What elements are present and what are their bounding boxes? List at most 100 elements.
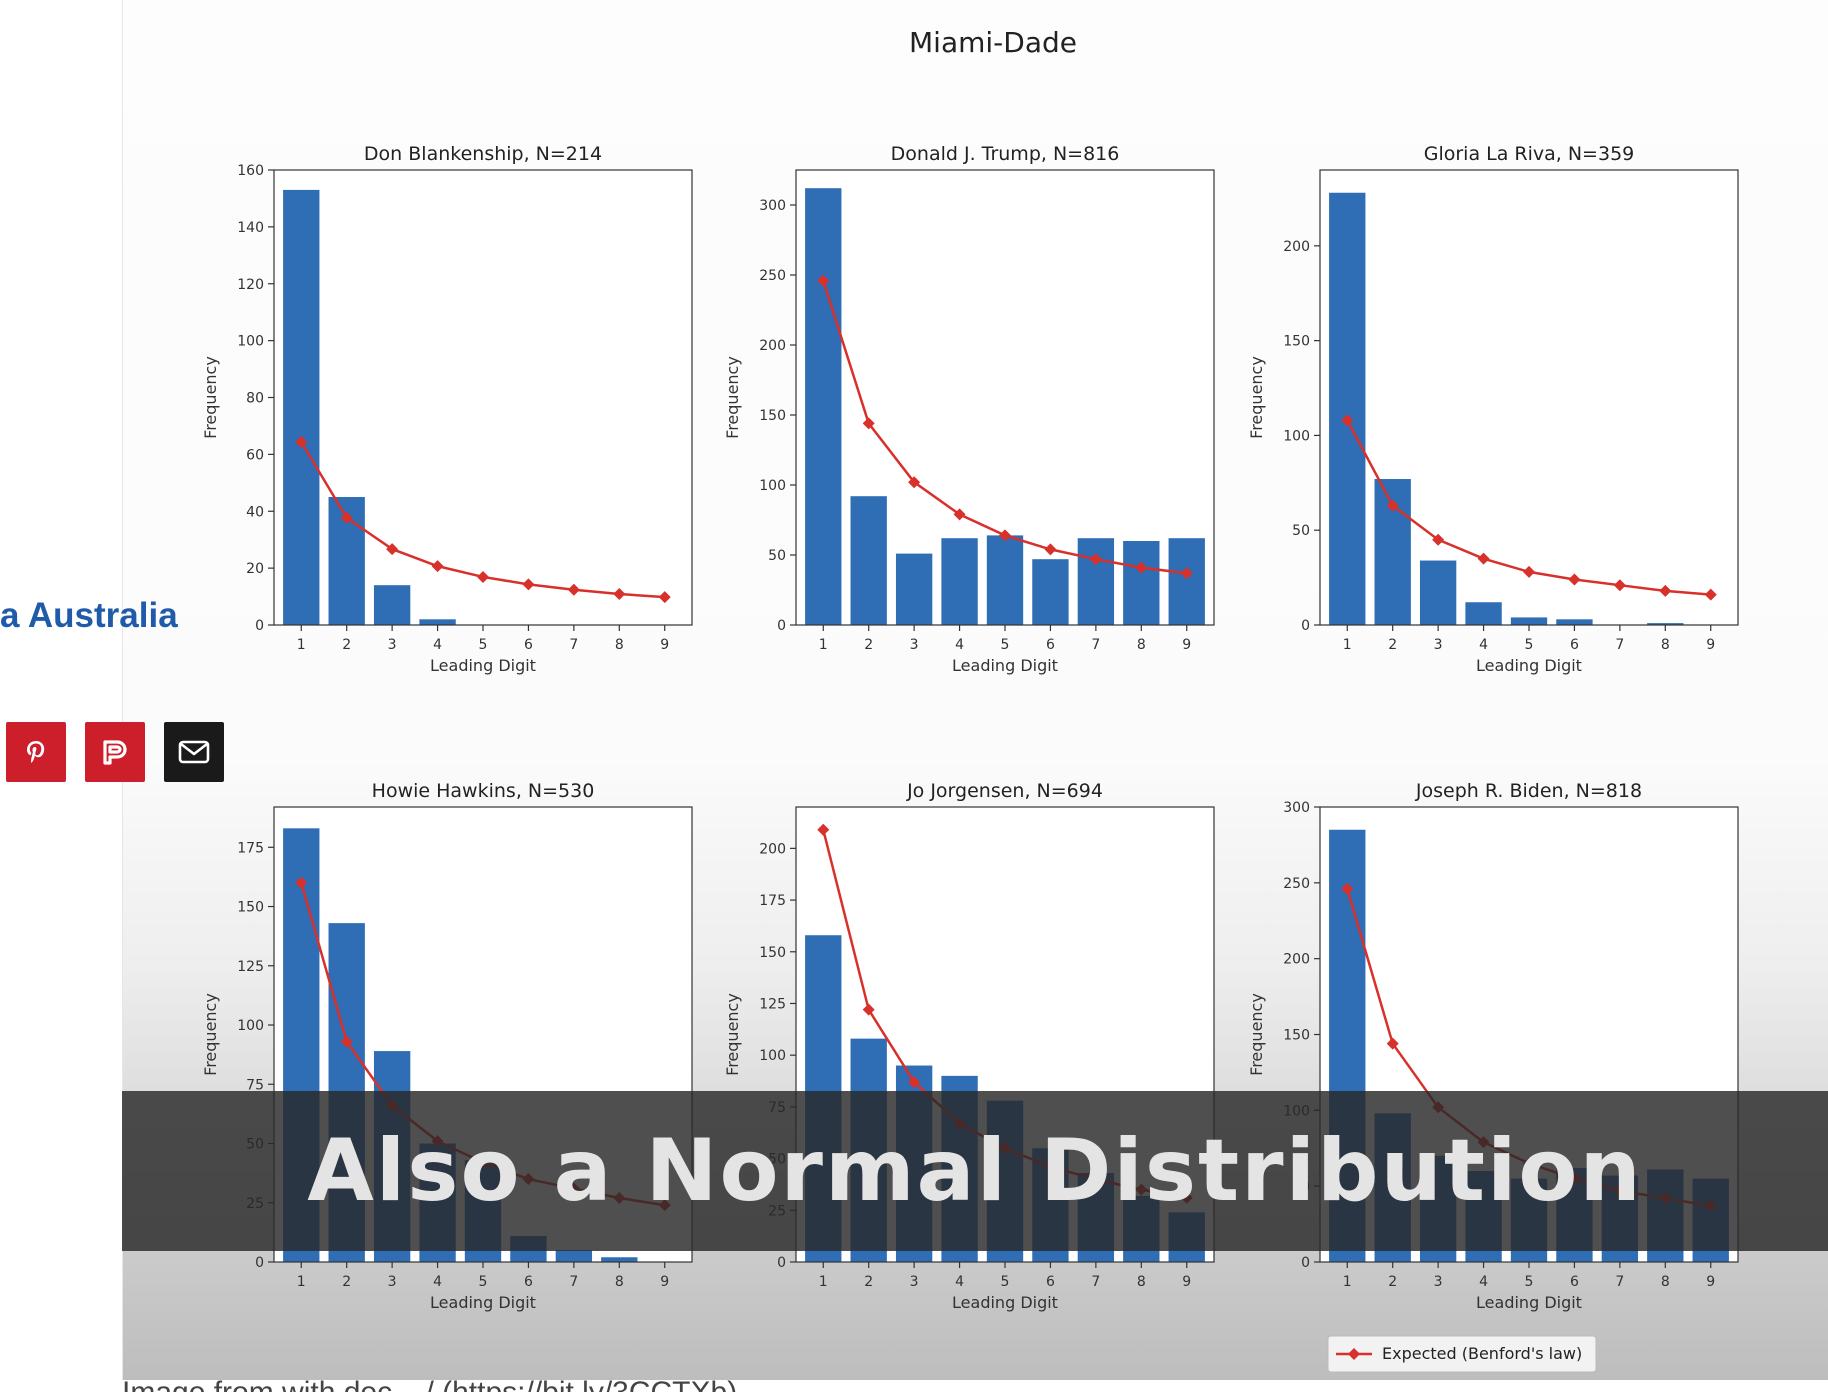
x-tick-label: 8 bbox=[1137, 637, 1146, 653]
legend-marker bbox=[1348, 1348, 1360, 1360]
x-tick-label: 3 bbox=[1434, 637, 1443, 653]
bar bbox=[1419, 560, 1457, 625]
expected-point bbox=[295, 876, 308, 889]
x-tick-label: 5 bbox=[1001, 637, 1010, 653]
bar bbox=[283, 189, 320, 625]
x-tick-label: 5 bbox=[479, 1274, 488, 1290]
panel-title: Don Blankenship, N=214 bbox=[364, 143, 602, 165]
x-tick-label: 9 bbox=[1706, 1274, 1715, 1290]
panel-title: Jo Jorgensen, N=694 bbox=[906, 780, 1103, 802]
chart-panel: 0 50 100 150 200 250 300 1 2 3 4 5 6 7 8 9 Donald J. Tru… bbox=[723, 143, 1215, 675]
y-tick-label: 200 bbox=[1283, 239, 1310, 255]
y-tick-label: 40 bbox=[246, 504, 264, 520]
expected-point bbox=[953, 508, 966, 521]
bar bbox=[1510, 617, 1548, 625]
pinterest-share-button[interactable] bbox=[6, 722, 66, 782]
bar bbox=[373, 585, 411, 625]
mail-icon bbox=[178, 740, 210, 764]
parler-share-button[interactable] bbox=[85, 722, 145, 782]
x-tick-label: 6 bbox=[524, 637, 533, 653]
x-tick-label: 9 bbox=[1706, 637, 1715, 653]
y-tick-label: 250 bbox=[759, 268, 786, 284]
x-tick-label: 5 bbox=[1001, 1274, 1010, 1290]
x-tick-label: 8 bbox=[1661, 1274, 1670, 1290]
bar bbox=[1123, 541, 1160, 625]
bar bbox=[555, 1250, 593, 1262]
y-tick-label: 50 bbox=[768, 548, 786, 564]
x-tick-label: 9 bbox=[660, 637, 669, 653]
sidebar-heading[interactable]: a Australia bbox=[0, 596, 178, 635]
x-tick-label: 4 bbox=[955, 637, 964, 653]
email-share-button[interactable] bbox=[164, 722, 224, 782]
x-tick-label: 1 bbox=[297, 1274, 306, 1290]
x-tick-label: 6 bbox=[524, 1274, 533, 1290]
expected-point bbox=[862, 417, 875, 430]
chart-panel: 0 20 40 60 80 100 120 140 160 1 2 3 4 5 6 7 8 9 Don Blanke… bbox=[201, 143, 693, 675]
y-tick-label: 0 bbox=[777, 618, 786, 634]
y-tick-label: 140 bbox=[237, 220, 264, 236]
x-tick-label: 5 bbox=[1525, 1274, 1534, 1290]
banner-caption: Also a Normal Distribution bbox=[307, 1121, 1643, 1221]
panel-title: Joseph R. Biden, N=818 bbox=[1415, 780, 1642, 802]
pinterest-icon bbox=[27, 741, 45, 763]
expected-point bbox=[522, 578, 535, 591]
y-tick-label: 50 bbox=[1292, 523, 1310, 539]
y-tick-label: 0 bbox=[777, 1255, 786, 1271]
x-tick-label: 9 bbox=[1182, 1274, 1191, 1290]
y-axis-label: Frequency bbox=[201, 993, 220, 1076]
chart-legend: Expected (Benford's law) bbox=[1327, 1335, 1597, 1373]
x-tick-label: 7 bbox=[569, 1274, 578, 1290]
bar bbox=[895, 553, 933, 625]
y-tick-label: 250 bbox=[1283, 876, 1310, 892]
y-tick-label: 100 bbox=[237, 334, 264, 350]
expected-point bbox=[340, 1035, 353, 1048]
expected-point bbox=[658, 591, 671, 604]
expected-point bbox=[1180, 567, 1193, 580]
y-tick-label: 80 bbox=[246, 391, 264, 407]
x-tick-label: 9 bbox=[1182, 637, 1191, 653]
x-tick-label: 2 bbox=[864, 1274, 873, 1290]
expected-point bbox=[1341, 414, 1354, 427]
y-tick-label: 0 bbox=[255, 618, 264, 634]
y-tick-label: 150 bbox=[1283, 334, 1310, 350]
x-tick-label: 1 bbox=[1343, 1274, 1352, 1290]
y-tick-label: 100 bbox=[759, 1048, 786, 1064]
y-tick-label: 300 bbox=[1283, 800, 1310, 816]
x-tick-label: 6 bbox=[1570, 637, 1579, 653]
expected-point bbox=[386, 543, 399, 556]
expected-point bbox=[567, 583, 580, 596]
x-tick-label: 8 bbox=[1137, 1274, 1146, 1290]
expected-point bbox=[817, 823, 830, 836]
x-tick-label: 4 bbox=[433, 1274, 442, 1290]
bar bbox=[1465, 602, 1502, 625]
expected-point bbox=[999, 529, 1011, 542]
bar bbox=[850, 496, 887, 625]
panel-title: Gloria La Riva, N=359 bbox=[1424, 143, 1635, 165]
x-tick-label: 2 bbox=[1388, 637, 1397, 653]
panel-title: Howie Hawkins, N=530 bbox=[372, 780, 595, 802]
y-axis-label: Frequency bbox=[201, 356, 220, 439]
y-tick-label: 20 bbox=[246, 561, 264, 577]
x-tick-label: 7 bbox=[1615, 1274, 1624, 1290]
expected-point bbox=[1135, 561, 1148, 574]
y-axis-label: Frequency bbox=[723, 993, 742, 1076]
x-tick-label: 5 bbox=[479, 637, 488, 653]
x-tick-label: 4 bbox=[433, 637, 442, 653]
expected-point bbox=[1432, 533, 1445, 546]
bar bbox=[1647, 623, 1684, 625]
x-tick-label: 9 bbox=[660, 1274, 669, 1290]
x-axis-label: Leading Digit bbox=[952, 656, 1058, 675]
expected-point bbox=[908, 476, 921, 489]
chart-panel: 0 50 100 150 200 1 2 3 4 5 6 7 8 9 Gloria La Riva, N=3… bbox=[1247, 143, 1739, 675]
x-axis-label: Leading Digit bbox=[430, 1293, 536, 1312]
y-tick-label: 75 bbox=[246, 1077, 264, 1093]
y-axis-label: Frequency bbox=[1247, 993, 1266, 1076]
y-tick-label: 175 bbox=[759, 893, 786, 909]
subtitle-banner bbox=[122, 1091, 1828, 1251]
x-tick-label: 7 bbox=[1091, 637, 1100, 653]
expected-point bbox=[908, 1076, 921, 1089]
bar bbox=[941, 538, 978, 625]
bar bbox=[1077, 538, 1115, 625]
y-tick-label: 125 bbox=[759, 996, 786, 1012]
x-tick-label: 3 bbox=[1434, 1274, 1443, 1290]
